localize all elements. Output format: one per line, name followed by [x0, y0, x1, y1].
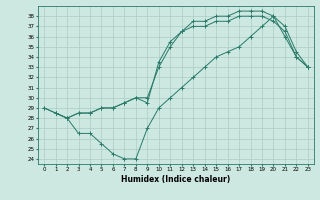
X-axis label: Humidex (Indice chaleur): Humidex (Indice chaleur)	[121, 175, 231, 184]
